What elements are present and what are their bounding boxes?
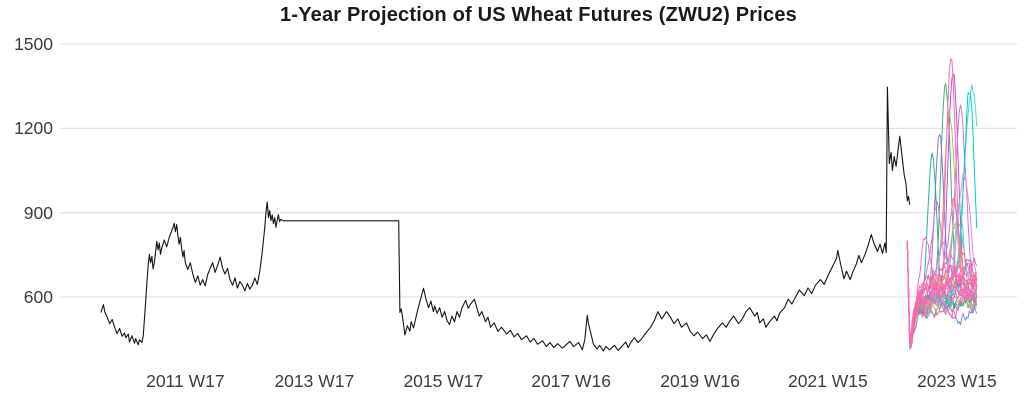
simulated-path-27: [906, 240, 978, 345]
chart-title: 1-Year Projection of US Wheat Futures (Z…: [280, 4, 797, 26]
y-tick-label: 900: [23, 202, 53, 223]
x-tick-label: 2023 W15: [916, 371, 997, 391]
x-tick-label: 2015 W17: [403, 371, 484, 391]
historical-price-line: [100, 86, 911, 352]
y-tick-label: 600: [23, 287, 53, 307]
simulated-path-29: [906, 240, 978, 343]
x-tick-label: 2011 W17: [146, 371, 225, 391]
x-tick-label: 2013 W17: [274, 371, 355, 391]
y-tick-label: 1200: [14, 118, 53, 139]
simulated-path-17: [906, 240, 978, 341]
x-tick-label: 2019 W16: [660, 371, 740, 391]
x-tick-label: 2017 W16: [531, 371, 611, 391]
y-tick-label: 1500: [14, 34, 53, 55]
simulated-path-26: [906, 240, 978, 344]
x-tick-label: 2021 W15: [787, 371, 868, 391]
simulated-path-25: [906, 240, 978, 349]
